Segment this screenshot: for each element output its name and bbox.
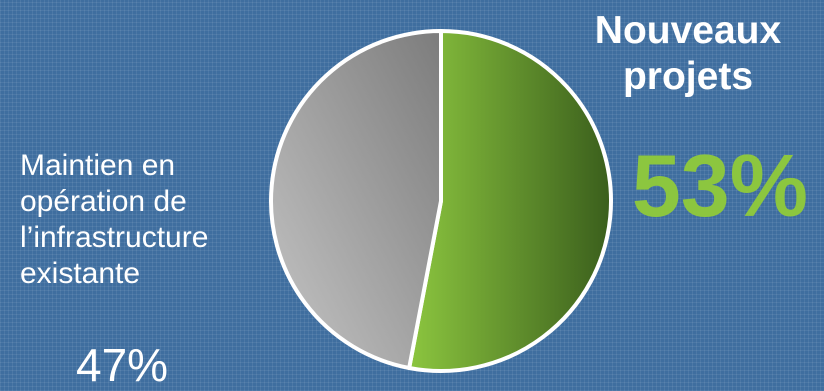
slice-label-line: Nouveaux [594, 9, 782, 52]
slice-label-line: l’infrastructure [20, 221, 209, 254]
slice-label-maintien: Maintien en opération de l’infrastructur… [20, 148, 260, 292]
slice-value-nouveaux: 53% [631, 136, 808, 235]
slice-value-maintien: 47% [76, 339, 169, 391]
slice-label-line: existante [20, 257, 141, 290]
pie-slice-nouveaux-projets [407, 29, 613, 373]
pie-slice-maintien-infrastructure [268, 29, 443, 370]
slice-label-nouveaux: Nouveaux projets [570, 8, 806, 100]
slice-label-line: Maintien en [20, 149, 176, 182]
slice-label-line: projets [622, 55, 754, 98]
slice-label-line: opération de [20, 185, 187, 218]
